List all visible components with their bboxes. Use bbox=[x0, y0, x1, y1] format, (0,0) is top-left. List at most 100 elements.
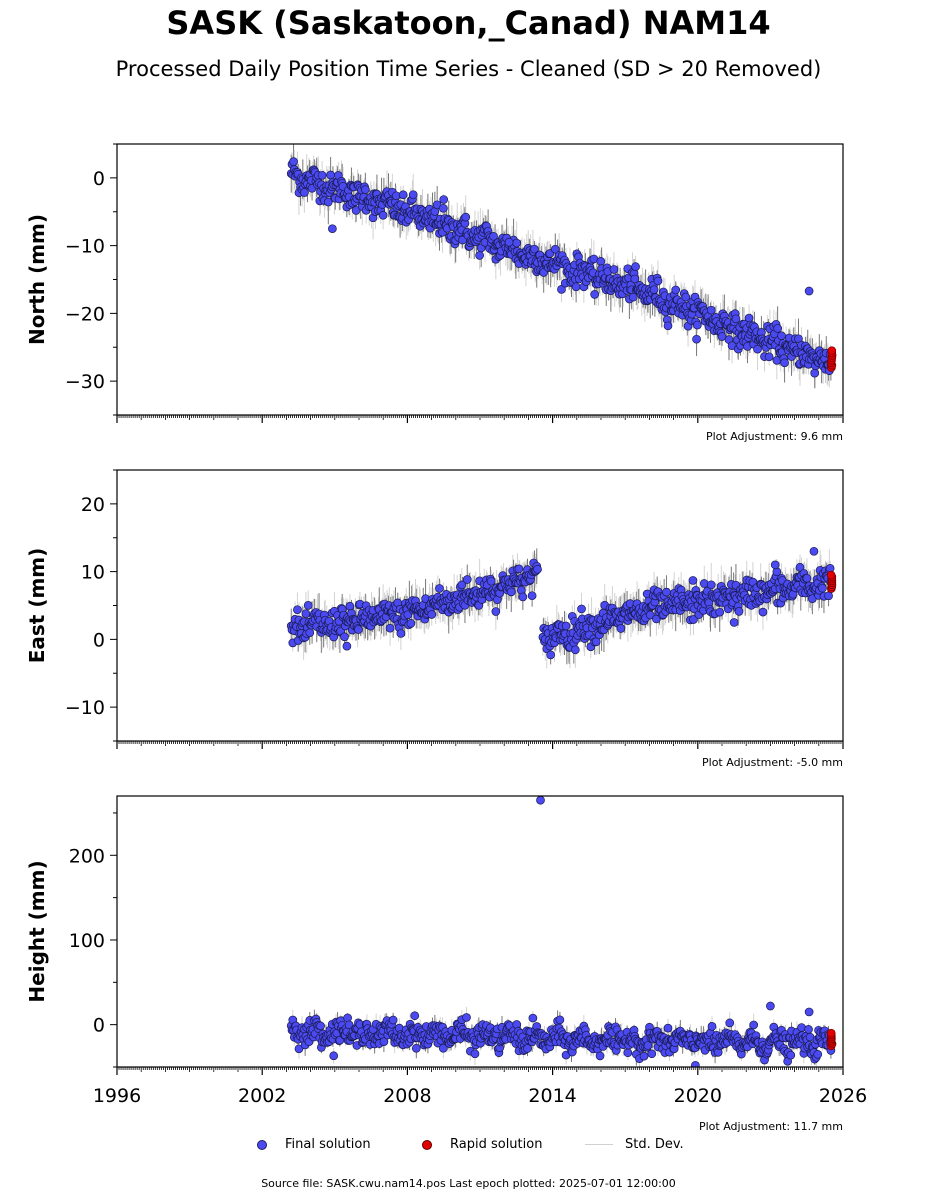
height-rapid-point bbox=[826, 1028, 836, 1038]
height-final-point bbox=[388, 1015, 398, 1025]
east-ytick-label: 0 bbox=[93, 629, 105, 651]
north-final-point bbox=[764, 352, 774, 362]
height-final-point bbox=[663, 1023, 673, 1033]
north-final-point bbox=[706, 305, 716, 315]
east-outlier-point bbox=[688, 576, 698, 585]
north-final-point bbox=[398, 190, 408, 200]
east-final-point bbox=[734, 607, 744, 616]
north-final-point bbox=[744, 313, 754, 323]
north-final-point bbox=[571, 282, 581, 292]
east-final-point bbox=[518, 592, 528, 602]
height-ytick-label: 200 bbox=[69, 845, 105, 867]
height-outlier-point bbox=[804, 1007, 814, 1017]
east-final-point bbox=[527, 591, 537, 601]
east-final-point bbox=[818, 583, 827, 593]
east-final-point bbox=[795, 562, 805, 572]
north-final-point bbox=[630, 274, 640, 284]
height-final-point bbox=[528, 1013, 538, 1023]
height-final-point bbox=[316, 1021, 325, 1031]
north-final-point bbox=[653, 276, 663, 286]
east-final-point bbox=[354, 625, 363, 634]
east-ytick-label: 10 bbox=[81, 562, 105, 584]
north-final-point bbox=[489, 231, 498, 241]
height-outlier-point bbox=[766, 1001, 775, 1011]
north-data bbox=[286, 144, 837, 389]
height-final-point bbox=[523, 1044, 532, 1053]
height-final-point bbox=[555, 1015, 565, 1025]
east-final-point bbox=[662, 587, 671, 597]
east-outlier-point bbox=[770, 560, 780, 570]
height-outlier-point bbox=[691, 1060, 700, 1067]
north-ytick-label: −30 bbox=[65, 371, 105, 393]
east-final-point bbox=[340, 632, 349, 642]
east-final-point bbox=[303, 601, 313, 610]
north-final-point bbox=[780, 358, 789, 368]
north-panel: 0 −10 −20 −30 North (mm) Plot Adjustment: 9.6… bbox=[25, 143, 844, 443]
east-panel: 20 10 0 −10 East (mm) Plot Adjustment: -5.0 m… bbox=[25, 469, 844, 769]
east-final-point bbox=[802, 573, 812, 583]
north-final-point bbox=[289, 157, 298, 166]
north-final-point bbox=[550, 244, 560, 254]
north-ytick-label: 0 bbox=[93, 168, 105, 190]
north-ytick-label: −10 bbox=[65, 236, 105, 258]
north-final-point bbox=[461, 212, 471, 222]
north-final-point bbox=[512, 238, 522, 248]
east-outlier-point bbox=[809, 546, 819, 556]
height-final-point bbox=[623, 1048, 633, 1058]
east-final-point bbox=[758, 607, 768, 617]
height-ytick-label: 0 bbox=[93, 1015, 105, 1037]
north-final-point bbox=[530, 244, 539, 254]
east-final-point bbox=[486, 576, 496, 586]
east-final-point bbox=[385, 623, 395, 633]
north-final-point bbox=[596, 257, 606, 266]
north-final-point bbox=[351, 206, 361, 215]
north-final-point bbox=[777, 331, 786, 341]
east-data bbox=[286, 546, 837, 669]
north-final-point bbox=[475, 251, 484, 260]
north-final-point bbox=[810, 368, 820, 378]
height-final-point bbox=[411, 1043, 421, 1053]
height-final-point bbox=[462, 1013, 471, 1022]
height-final-point bbox=[804, 1025, 813, 1034]
north-final-point bbox=[609, 265, 619, 274]
north-final-point bbox=[317, 170, 327, 180]
north-ytick-label: −20 bbox=[65, 303, 105, 325]
north-final-point bbox=[300, 188, 309, 197]
east-final-point bbox=[546, 650, 555, 660]
east-final-point bbox=[571, 645, 580, 655]
height-final-point bbox=[749, 1020, 759, 1030]
north-final-point bbox=[323, 197, 333, 207]
height-final-point bbox=[786, 1050, 796, 1060]
east-final-point bbox=[301, 609, 311, 619]
height-outlier-point bbox=[536, 796, 545, 805]
east-final-point bbox=[427, 610, 437, 619]
east-final-point bbox=[462, 575, 472, 584]
north-final-point bbox=[438, 203, 448, 213]
east-final-point bbox=[293, 605, 302, 615]
north-final-point bbox=[692, 334, 701, 344]
north-final-point bbox=[753, 344, 762, 354]
height-final-point bbox=[470, 1049, 480, 1059]
east-final-point bbox=[457, 580, 467, 590]
height-final-point bbox=[813, 1049, 823, 1059]
north-final-point bbox=[671, 285, 681, 295]
height-final-point bbox=[595, 1051, 605, 1061]
east-final-point bbox=[715, 607, 725, 617]
north-final-point bbox=[361, 185, 370, 194]
east-plot-adjustment: Plot Adjustment: -5.0 mm bbox=[702, 756, 843, 769]
east-rapid-point bbox=[826, 570, 836, 580]
chart-title: SASK (Saskatoon,_Canad) NAM14 bbox=[166, 4, 771, 42]
east-ytick-label: 20 bbox=[81, 494, 105, 516]
east-final-point bbox=[616, 624, 626, 633]
east-final-point bbox=[577, 604, 586, 614]
north-final-point bbox=[731, 314, 741, 324]
east-final-point bbox=[824, 591, 833, 601]
height-final-point bbox=[647, 1049, 657, 1059]
height-final-point bbox=[438, 1043, 448, 1053]
north-final-point bbox=[649, 285, 659, 295]
east-final-point bbox=[396, 629, 406, 638]
east-final-point bbox=[491, 607, 501, 616]
east-outlier-point bbox=[729, 618, 739, 627]
north-outlier-point bbox=[439, 195, 449, 204]
